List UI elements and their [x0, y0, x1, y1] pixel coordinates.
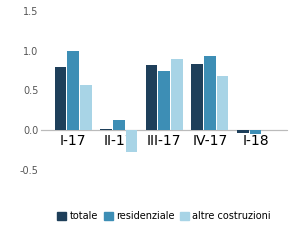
- Legend: totale, residenziale, altre costruzioni: totale, residenziale, altre costruzioni: [54, 207, 275, 225]
- Bar: [100, 129, 112, 130]
- Bar: [217, 76, 228, 130]
- Bar: [171, 59, 183, 130]
- Bar: [80, 85, 91, 130]
- Bar: [54, 67, 66, 130]
- Bar: [126, 130, 137, 152]
- Bar: [158, 71, 170, 130]
- Bar: [250, 130, 261, 134]
- Bar: [113, 120, 125, 130]
- Bar: [146, 65, 157, 130]
- Bar: [237, 130, 249, 133]
- Bar: [192, 64, 203, 130]
- Bar: [67, 51, 79, 130]
- Bar: [204, 56, 216, 130]
